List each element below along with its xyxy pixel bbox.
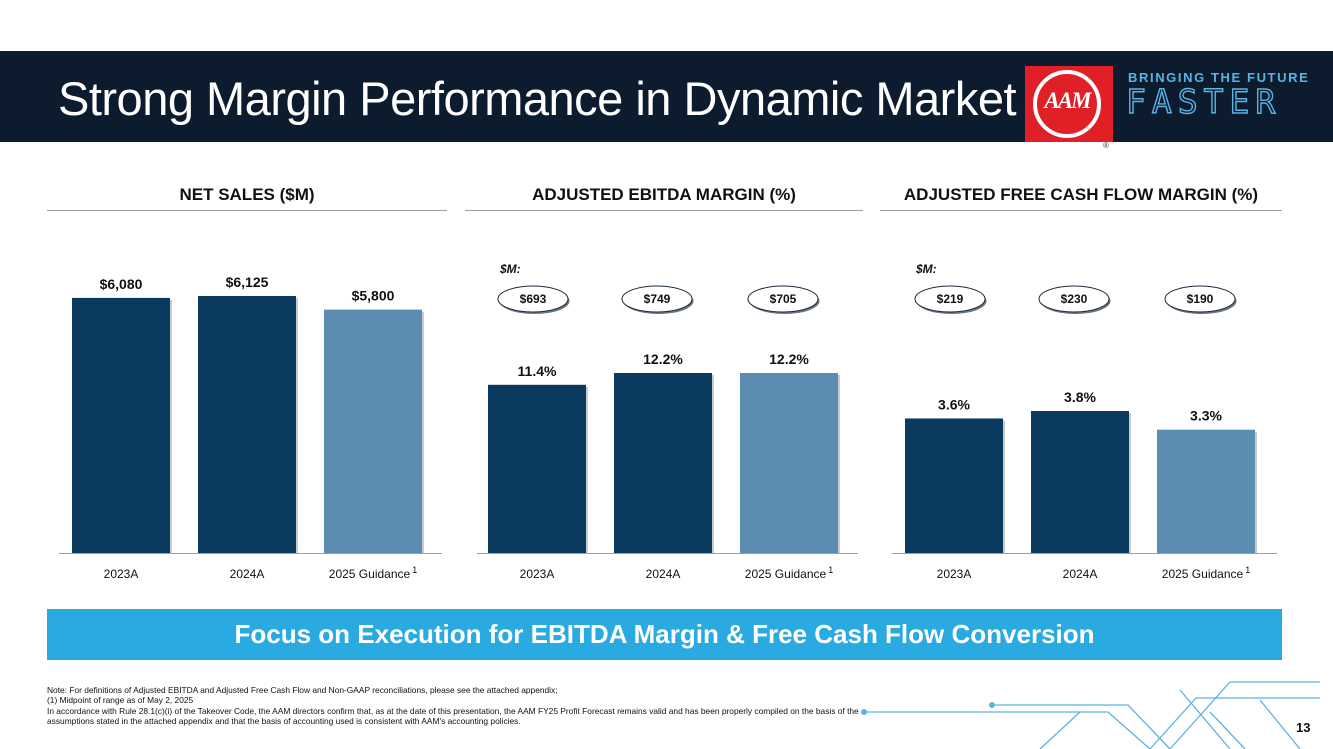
- chart-2-bar-0: [905, 418, 1003, 553]
- chart-2-bar-1: [1031, 411, 1129, 553]
- aam-logo: AAM: [1025, 66, 1113, 142]
- chart-2-tick-label-2: 2025 Guidance 1: [1162, 565, 1250, 581]
- chart-2-m-label: $M:: [915, 262, 937, 276]
- chart-2-footnote-mark-2: 1: [1245, 565, 1250, 575]
- chart-0-bar-1: [198, 296, 296, 553]
- footnotes: Note: For definitions of Adjusted EBITDA…: [47, 685, 867, 727]
- chart-1-pill-0: [497, 285, 569, 313]
- chart-0-value-label-0: $6,080: [100, 276, 143, 292]
- fcf-title: ADJUSTED FREE CASH FLOW MARGIN (%): [903, 185, 1259, 204]
- chart-2-pill-1: [1038, 285, 1110, 313]
- chart-2-value-label-2: 3.3%: [1190, 408, 1222, 424]
- ebitda-rule: [465, 210, 863, 211]
- chart-0-value-label-2: $5,800: [352, 288, 395, 304]
- chart-1-tick-label-2: 2025 Guidance 1: [745, 565, 833, 581]
- chart-0-value-label-1: $6,125: [226, 274, 269, 290]
- tagline-line-1: BRINGING THE FUTURE: [1128, 70, 1310, 85]
- chart-0-tick-label-0: 2023A: [104, 567, 139, 581]
- chart-2-pill-value-2: $190: [1187, 292, 1214, 306]
- chart-1-pill-1: [621, 285, 693, 313]
- chart-2-pill-0: [914, 285, 986, 313]
- chart-1-bar-1: [614, 373, 712, 553]
- bar-charts: $6,080 2023A $6,125 2024A $5,800 2025 Guidanc…: [59, 262, 1277, 581]
- chart-1-value-label-2: 12.2%: [769, 351, 809, 367]
- chart-0-bar-0: [72, 297, 170, 553]
- circuit-decoration: [861, 681, 1320, 749]
- page-number: 13: [1296, 720, 1311, 735]
- chart-1-pill-value-1: $749: [644, 292, 671, 306]
- chart-0-footnote-mark-2: 1: [412, 565, 417, 575]
- chart-1-bar-2: [740, 373, 838, 553]
- chart-1-tick-label-1: 2024A: [646, 567, 681, 581]
- chart-0-tick-label-1: 2024A: [230, 567, 265, 581]
- registered-mark: ®: [1103, 141, 1109, 150]
- banner-text: Focus on Execution for EBITDA Margin & F…: [234, 619, 1095, 649]
- net-sales-rule: [47, 210, 447, 211]
- note-takeover-code: In accordance with Rule 28.1(c)(i) of th…: [47, 705, 859, 727]
- ebitda-title: ADJUSTED EBITDA MARGIN (%): [532, 185, 796, 204]
- chart-1-value-label-0: 11.4%: [518, 363, 557, 379]
- chart-2-bar-2: [1157, 429, 1255, 553]
- note-definitions: Note: For definitions of Adjusted EBITDA…: [47, 685, 558, 695]
- chart-1-pill-2: [747, 285, 819, 313]
- chart-0-bar-2: [324, 309, 422, 553]
- chart-1-pill-value-0: $693: [520, 292, 547, 306]
- chart-1-value-label-1: 12.2%: [643, 351, 683, 367]
- chart-2-tick-label-0: 2023A: [937, 567, 972, 581]
- note-midpoint: (1) Midpoint of range as of May 2, 2025: [47, 695, 194, 706]
- chart-1-tick-label-0: 2023A: [520, 567, 555, 581]
- chart-1-pill-value-2: $705: [770, 292, 797, 306]
- chart-2-pill-2: [1164, 285, 1236, 313]
- chart-1-bar-0: [488, 384, 586, 553]
- chart-2-value-label-0: 3.6%: [938, 396, 970, 412]
- net-sales-title: NET SALES ($M): [179, 185, 315, 204]
- chart-2-pill-value-1: $230: [1061, 292, 1088, 306]
- tagline-line-2: FASTER: [1125, 81, 1282, 121]
- chart-2-tick-label-1: 2024A: [1063, 567, 1098, 581]
- chart-0-tick-label-2: 2025 Guidance 1: [329, 565, 417, 581]
- slide-title: Strong Margin Performance in Dynamic Mar…: [58, 72, 1017, 125]
- logo-lettering: AAM: [1044, 88, 1091, 113]
- fcf-rule: [880, 210, 1282, 211]
- chart-1-m-label: $M:: [499, 262, 521, 276]
- focus-banner: Focus on Execution for EBITDA Margin & F…: [47, 609, 1282, 660]
- chart-2-pill-value-0: $219: [937, 292, 964, 306]
- logo-ring: [1033, 70, 1101, 138]
- chart-1-footnote-mark-2: 1: [828, 565, 833, 575]
- chart-2-value-label-1: 3.8%: [1064, 389, 1096, 405]
